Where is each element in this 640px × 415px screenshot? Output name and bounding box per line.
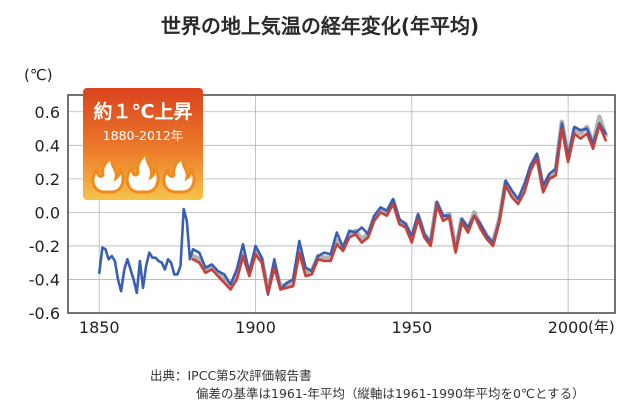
y-tick-label: 0.4	[35, 136, 60, 155]
y-tick-label: -0.4	[29, 270, 60, 289]
badge-main-text: 約１℃上昇	[93, 100, 192, 123]
x-tick-label: 2000	[548, 318, 589, 337]
source-citation: 出典：IPCC第5次評価報告書	[150, 368, 312, 383]
y-tick-label: 0.2	[35, 170, 60, 189]
y-tick-label: 0.6	[35, 103, 60, 122]
series-line	[191, 123, 607, 295]
baseline-note: 偏差の基準は1961-年平均（縦軸は1961-1990年平均を0℃とする）	[196, 386, 585, 401]
y-tick-label: 0.0	[35, 203, 60, 222]
y-tick-label: -0.2	[29, 237, 60, 256]
chart-title: 世界の地上気温の経年変化(年平均)	[160, 14, 480, 38]
warming-badge: 約１℃上昇 1880-2012年	[83, 88, 203, 200]
x-axis-label: (年)	[588, 318, 615, 336]
y-tick-label: -0.6	[29, 304, 60, 323]
x-tick-label: 1900	[235, 318, 276, 337]
tick-labels: 1850 1900 1950 2000 -0.6 -0.4 -0.2 0.0 0.2 0.4 0.6	[29, 103, 589, 337]
x-tick-label: 1850	[79, 318, 120, 337]
y-axis-label: (℃)	[24, 66, 53, 84]
fire-icon	[91, 151, 196, 194]
series-line	[98, 122, 607, 296]
x-tick-label: 1950	[391, 318, 432, 337]
badge-period-text: 1880-2012年	[103, 128, 184, 143]
plot-frame	[67, 94, 616, 314]
series-layer	[98, 114, 608, 296]
